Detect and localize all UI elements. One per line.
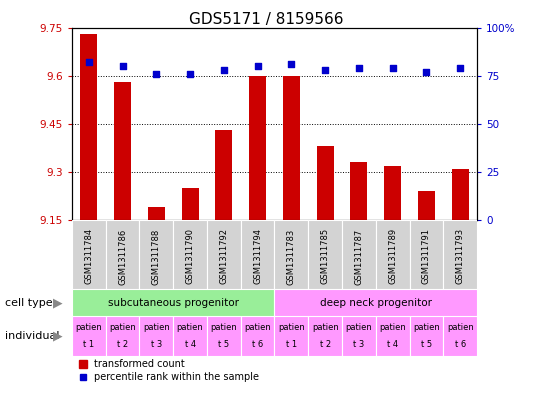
Point	[85, 59, 93, 65]
Point	[354, 65, 363, 71]
Bar	[342, 220, 376, 289]
Text: patien: patien	[312, 323, 338, 332]
Point	[321, 67, 329, 73]
Bar	[342, 316, 376, 356]
Bar	[384, 165, 401, 220]
Bar	[274, 316, 308, 356]
Text: GDS5171 / 8159566: GDS5171 / 8159566	[189, 12, 344, 27]
Text: t 2: t 2	[117, 340, 128, 349]
Bar	[72, 220, 106, 289]
Text: t 6: t 6	[252, 340, 263, 349]
Bar	[241, 220, 274, 289]
Text: t 2: t 2	[320, 340, 330, 349]
Point	[220, 67, 228, 73]
Bar	[182, 188, 199, 220]
Bar	[274, 220, 308, 289]
Bar	[283, 75, 300, 220]
Text: GSM1311791: GSM1311791	[422, 228, 431, 284]
Text: t 4: t 4	[387, 340, 398, 349]
Text: GSM1311786: GSM1311786	[118, 228, 127, 285]
Text: patien: patien	[109, 323, 136, 332]
Bar	[308, 220, 342, 289]
Bar	[376, 220, 409, 289]
Bar	[173, 316, 207, 356]
Text: patien: patien	[244, 323, 271, 332]
Bar	[308, 316, 342, 356]
Text: t 1: t 1	[286, 340, 297, 349]
Bar	[443, 220, 477, 289]
Bar	[249, 75, 266, 220]
Text: patien: patien	[76, 323, 102, 332]
Text: GSM1311793: GSM1311793	[456, 228, 465, 285]
Text: patien: patien	[447, 323, 473, 332]
Text: GSM1311789: GSM1311789	[388, 228, 397, 285]
Text: GSM1311783: GSM1311783	[287, 228, 296, 285]
Text: patien: patien	[379, 323, 406, 332]
Point	[152, 71, 160, 77]
Text: t 5: t 5	[421, 340, 432, 349]
Text: t 3: t 3	[151, 340, 162, 349]
Bar	[351, 162, 367, 220]
Bar	[80, 34, 98, 220]
Bar	[452, 169, 469, 220]
Bar	[376, 316, 409, 356]
Bar	[409, 220, 443, 289]
Bar	[317, 146, 334, 220]
Bar	[418, 191, 435, 220]
Text: GSM1311784: GSM1311784	[84, 228, 93, 285]
Text: t 3: t 3	[353, 340, 365, 349]
Bar	[148, 207, 165, 220]
Bar	[140, 220, 173, 289]
Point	[389, 65, 397, 71]
Bar	[140, 316, 173, 356]
Bar	[215, 130, 232, 220]
Bar	[409, 316, 443, 356]
Text: t 6: t 6	[455, 340, 466, 349]
Point	[456, 65, 464, 71]
Bar	[207, 220, 241, 289]
Text: patien: patien	[345, 323, 372, 332]
Bar	[207, 316, 241, 356]
Text: GSM1311787: GSM1311787	[354, 228, 364, 285]
Text: GSM1311785: GSM1311785	[321, 228, 329, 285]
Bar	[106, 316, 140, 356]
Bar	[274, 289, 477, 316]
Text: GSM1311792: GSM1311792	[220, 228, 228, 284]
Text: patien: patien	[413, 323, 440, 332]
Bar	[106, 220, 140, 289]
Legend: transformed count, percentile rank within the sample: transformed count, percentile rank withi…	[77, 357, 261, 384]
Text: patien: patien	[177, 323, 204, 332]
Text: ▶: ▶	[53, 296, 63, 309]
Text: ▶: ▶	[53, 329, 63, 343]
Point	[118, 63, 127, 69]
Text: individual: individual	[5, 331, 60, 341]
Bar	[173, 220, 207, 289]
Text: GSM1311790: GSM1311790	[185, 228, 195, 284]
Text: patien: patien	[211, 323, 237, 332]
Text: GSM1311788: GSM1311788	[152, 228, 161, 285]
Text: GSM1311794: GSM1311794	[253, 228, 262, 284]
Text: t 4: t 4	[184, 340, 196, 349]
Bar	[241, 316, 274, 356]
Text: t 5: t 5	[219, 340, 229, 349]
Text: cell type: cell type	[5, 298, 53, 308]
Text: subcutaneous progenitor: subcutaneous progenitor	[108, 298, 239, 308]
Bar	[72, 316, 106, 356]
Text: patien: patien	[143, 323, 169, 332]
Bar	[72, 289, 274, 316]
Text: deep neck progenitor: deep neck progenitor	[320, 298, 432, 308]
Text: patien: patien	[278, 323, 305, 332]
Point	[422, 69, 431, 75]
Point	[287, 61, 296, 67]
Text: t 1: t 1	[83, 340, 94, 349]
Bar	[114, 82, 131, 220]
Point	[253, 63, 262, 69]
Point	[186, 71, 195, 77]
Bar	[443, 316, 477, 356]
